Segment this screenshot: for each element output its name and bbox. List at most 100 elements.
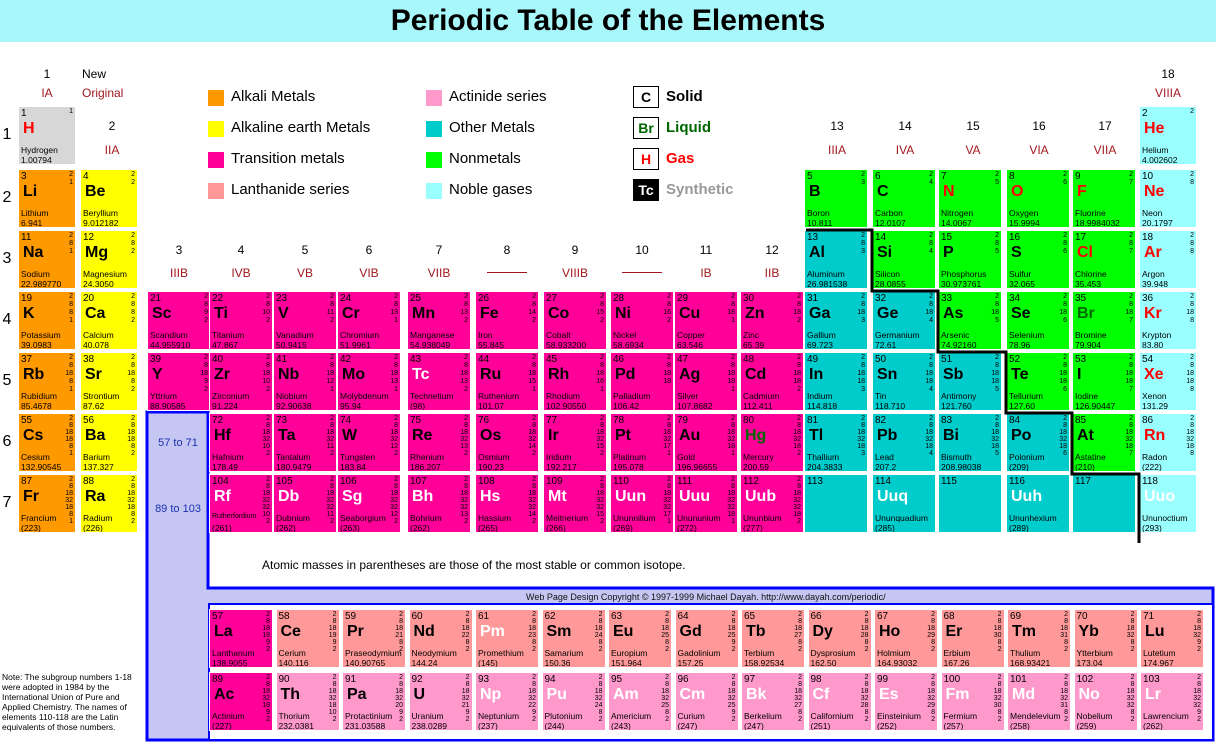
element-Cu[interactable]: 29 Cu Copper 63.546 2 8 18 1 [674,291,738,350]
element-Hf[interactable]: 72 Hf Hafnium 178.49 2 8 18 32 10 2 [209,413,273,472]
element-Fm[interactable]: 100 Fm Fermium (257) 2 8 18 32 30 8 2 [940,672,1005,731]
element-115[interactable]: 115 [938,474,1002,533]
element-Sr[interactable]: 38 Sr Strontium 87.62 2 8 18 8 2 [80,352,138,411]
element-Th[interactable]: 90 Th Thorium 232.0381 2 8 18 32 18 10 2 [275,672,340,731]
credit-text[interactable]: Web Page Design Copyright © 1997-1999 Mi… [526,592,886,602]
element-Eu[interactable]: 63 Eu Europium 151.964 2 8 18 25 8 2 [608,609,672,668]
element-N[interactable]: 7 N Nitrogen 14.0067 2 5 [938,169,1002,228]
element-Xe[interactable]: 54 Xe Xenon 131.29 2 8 18 18 8 [1139,352,1197,411]
element-Kr[interactable]: 36 Kr Krypton 83.80 2 8 18 8 [1139,291,1197,350]
element-Ba[interactable]: 56 Ba Barium 137.327 2 8 18 18 8 2 [80,413,138,472]
element-Ho[interactable]: 67 Ho Holmium 164.93032 2 8 18 29 8 2 [874,609,938,668]
element-Mt[interactable]: 109 Mt Meitnerium (266) 2 8 18 32 32 15 2 [543,474,607,533]
element-V[interactable]: 23 V Vanadium 50.9415 2 8 11 2 [273,291,337,350]
element-Br[interactable]: 35 Br Bromine 79.904 2 8 18 7 [1072,291,1136,350]
element-Ir[interactable]: 77 Ir Iridium 192.217 2 8 18 32 15 2 [543,413,607,472]
element-Os[interactable]: 76 Os Osmium 190.23 2 8 18 32 14 2 [475,413,539,472]
element-Gd[interactable]: 64 Gd Gadolinium 157.25 2 8 18 25 9 2 [674,609,739,668]
element-Ti[interactable]: 22 Ti Titanium 47.867 2 8 10 2 [209,291,273,350]
element-I[interactable]: 53 I Iodine 126.90447 2 8 18 18 7 [1072,352,1136,411]
element-Zn[interactable]: 30 Zn Zinc 65.39 2 8 18 2 [740,291,804,350]
element-W[interactable]: 74 W Tungsten 183.84 2 8 18 32 12 2 [337,413,401,472]
element-Ac[interactable]: 89 Ac Actinium (227) 2 8 18 32 18 9 2 [209,672,273,731]
element-S[interactable]: 16 S Sulfur 32.065 2 8 6 [1006,230,1070,289]
element-Au[interactable]: 79 Au Gold 196.96655 2 8 18 32 18 1 [674,413,738,472]
element-Ag[interactable]: 47 Ag Silver 107.8682 2 8 18 18 1 [674,352,738,411]
element-113[interactable]: 113 [804,474,868,533]
element-F[interactable]: 9 F Fluorine 18.9984032 2 7 [1072,169,1136,228]
element-Tb[interactable]: 65 Tb Terbium 158.92534 2 8 18 27 8 2 [741,609,805,668]
element-O[interactable]: 8 O Oxygen 15.9994 2 6 [1006,169,1070,228]
element-Ni[interactable]: 28 Ni Nickel 58.6934 2 8 16 2 [610,291,674,350]
element-Cr[interactable]: 24 Cr Chromium 51.9961 2 8 13 1 [337,291,401,350]
element-Ca[interactable]: 20 Ca Calcium 40.078 2 8 8 2 [80,291,138,350]
element-Cd[interactable]: 48 Cd Cadmium 112.411 2 8 18 18 2 [740,352,804,411]
element-Sm[interactable]: 62 Sm Samarium 150.36 2 8 18 24 8 2 [541,609,606,668]
element-Ra[interactable]: 88 Ra Radium (226) 2 8 18 32 18 8 2 [80,474,138,533]
element-Ne[interactable]: 10 Ne Neon 20.1797 2 8 [1139,169,1197,228]
element-Pt[interactable]: 78 Pt Platinum 195.078 2 8 18 32 17 1 [610,413,674,472]
element-Co[interactable]: 27 Co Cobalt 58.933200 2 8 15 2 [543,291,607,350]
element-B[interactable]: 5 B Boron 10.811 2 3 [804,169,868,228]
element-Hs[interactable]: 108 Hs Hassium (265) 2 8 18 32 32 14 2 [475,474,539,533]
element-Md[interactable]: 101 Md Mendelevium (258) 2 8 18 32 31 8 2 [1007,672,1071,731]
element-117[interactable]: 117 [1072,474,1136,533]
element-Uuo[interactable]: 118 Uuo Ununoctium (293) [1139,474,1197,533]
element-Tm[interactable]: 69 Tm Thulium 168.93421 2 8 18 31 8 2 [1007,609,1071,668]
element-Sb[interactable]: 51 Sb Antimony 121.760 2 8 18 18 5 [938,352,1002,411]
element-As[interactable]: 33 As Arsenic 74.92160 2 8 18 5 [938,291,1002,350]
element-P[interactable]: 15 P Phosphorus 30.973761 2 8 5 [938,230,1002,289]
element-Np[interactable]: 93 Np Neptunium (237) 2 8 18 32 22 9 2 [475,672,539,731]
element-Sg[interactable]: 106 Sg Seaborgium (263) 2 8 18 32 32 12 2 [337,474,401,533]
element-Pu[interactable]: 94 Pu Plutonium (244) 2 8 18 32 24 8 2 [541,672,606,731]
element-Db[interactable]: 105 Db Dubnium (262) 2 8 18 32 32 11 2 [273,474,337,533]
element-Cs[interactable]: 55 Cs Cesium 132.90545 2 8 18 18 8 1 [18,413,76,472]
element-Re[interactable]: 75 Re Rhenium 186.207 2 8 18 32 13 2 [407,413,471,472]
element-Ge[interactable]: 32 Ge Germanium 72.61 2 8 18 4 [872,291,936,350]
element-Y[interactable]: 39 Y Yttrium 88.90585 2 8 18 9 2 [147,352,211,411]
element-Yb[interactable]: 70 Yb Ytterbium 173.04 2 8 18 32 8 2 [1073,609,1138,668]
element-La[interactable]: 57 La Lanthanum 138.9055 2 8 18 18 9 2 [209,609,273,668]
element-Na[interactable]: 11 Na Sodium 22.989770 2 8 1 [18,230,76,289]
element-Be[interactable]: 4 Be Beryllium 9.012182 2 2 [80,169,138,228]
element-Ru[interactable]: 44 Ru Ruthenium 101.07 2 8 18 15 1 [475,352,539,411]
element-H[interactable]: 1 H Hydrogen 1.00794 1 [18,106,76,165]
element-Mo[interactable]: 42 Mo Molybdenum 95.94 2 8 18 13 1 [337,352,401,411]
element-C[interactable]: 6 C Carbon 12.0107 2 4 [872,169,936,228]
element-Ar[interactable]: 18 Ar Argon 39.948 2 8 8 [1139,230,1197,289]
element-Dy[interactable]: 66 Dy Dysprosium 162.50 2 8 18 28 8 2 [807,609,872,668]
element-Pa[interactable]: 91 Pa Protactinium 231.03588 2 8 18 32 20 9 … [342,672,406,731]
element-Ga[interactable]: 31 Ga Gallium 69.723 2 8 18 3 [804,291,868,350]
element-Nb[interactable]: 41 Nb Niobium 92.90638 2 8 18 12 1 [273,352,337,411]
element-No[interactable]: 102 No Nobelium (259) 2 8 18 32 32 8 2 [1073,672,1138,731]
element-Tc[interactable]: 43 Tc Technetium (98) 2 8 18 13 2 [407,352,471,411]
element-Mg[interactable]: 12 Mg Magnesium 24.3050 2 8 2 [80,230,138,289]
element-Si[interactable]: 14 Si Silicon 28.0855 2 8 4 [872,230,936,289]
element-Rf[interactable]: 104 Rf Rutherfordium (261) 2 8 18 32 32 10 2 [209,474,273,533]
element-Pb[interactable]: 82 Pb Lead 207.2 2 8 18 32 18 4 [872,413,936,472]
element-Te[interactable]: 52 Te Tellurium 127.60 2 8 18 18 6 [1006,352,1070,411]
element-Bh[interactable]: 107 Bh Bohrium (262) 2 8 18 32 32 13 2 [407,474,471,533]
element-Cl[interactable]: 17 Cl Chlorine 35.453 2 8 7 [1072,230,1136,289]
element-Uuq[interactable]: 114 Uuq Ununquadium (285) [872,474,936,533]
element-Hg[interactable]: 80 Hg Mercury 200.59 2 8 18 32 18 2 [740,413,804,472]
element-In[interactable]: 49 In Indium 114.818 2 8 18 18 3 [804,352,868,411]
element-Ta[interactable]: 73 Ta Tantalum 180.9479 2 8 18 32 11 2 [273,413,337,472]
element-Rb[interactable]: 37 Rb Rubidium 85.4678 2 8 18 8 1 [18,352,76,411]
element-Cf[interactable]: 98 Cf Californium (251) 2 8 18 32 28 8 2 [807,672,872,731]
element-Am[interactable]: 95 Am Americium (243) 2 8 18 32 25 8 2 [608,672,672,731]
element-Ce[interactable]: 58 Ce Cerium 140.116 2 8 18 19 9 2 [275,609,340,668]
element-Uub[interactable]: 112 Uub Ununbium (277) 2 8 18 32 32 18 2 [740,474,804,533]
element-Sc[interactable]: 21 Sc Scandium 44.955910 2 8 9 2 [147,291,211,350]
element-Fe[interactable]: 26 Fe Iron 55.845 2 8 14 2 [475,291,539,350]
element-Bk[interactable]: 97 Bk Berkelium (247) 2 8 18 32 27 8 2 [741,672,805,731]
element-Er[interactable]: 68 Er Erbium 167.26 2 8 18 30 8 2 [940,609,1005,668]
element-Tl[interactable]: 81 Tl Thallium 204.3833 2 8 18 32 18 3 [804,413,868,472]
element-Pm[interactable]: 61 Pm Promethium (145) 2 8 18 23 8 2 [475,609,539,668]
lanthanide-range-link[interactable]: 57 to 71 [158,437,198,449]
element-Uuu[interactable]: 111 Uuu Unununium (272) 2 8 18 32 32 18 1 [674,474,738,533]
element-Al[interactable]: 13 Al Aluminum 26.981538 2 8 3 [804,230,868,289]
element-Po[interactable]: 84 Po Polonium (209) 2 8 18 32 18 6 [1006,413,1070,472]
element-Fr[interactable]: 87 Fr Francium (223) 2 8 18 32 18 8 1 [18,474,76,533]
element-Lu[interactable]: 71 Lu Lutetium 174.967 2 8 18 32 9 2 [1140,609,1204,668]
